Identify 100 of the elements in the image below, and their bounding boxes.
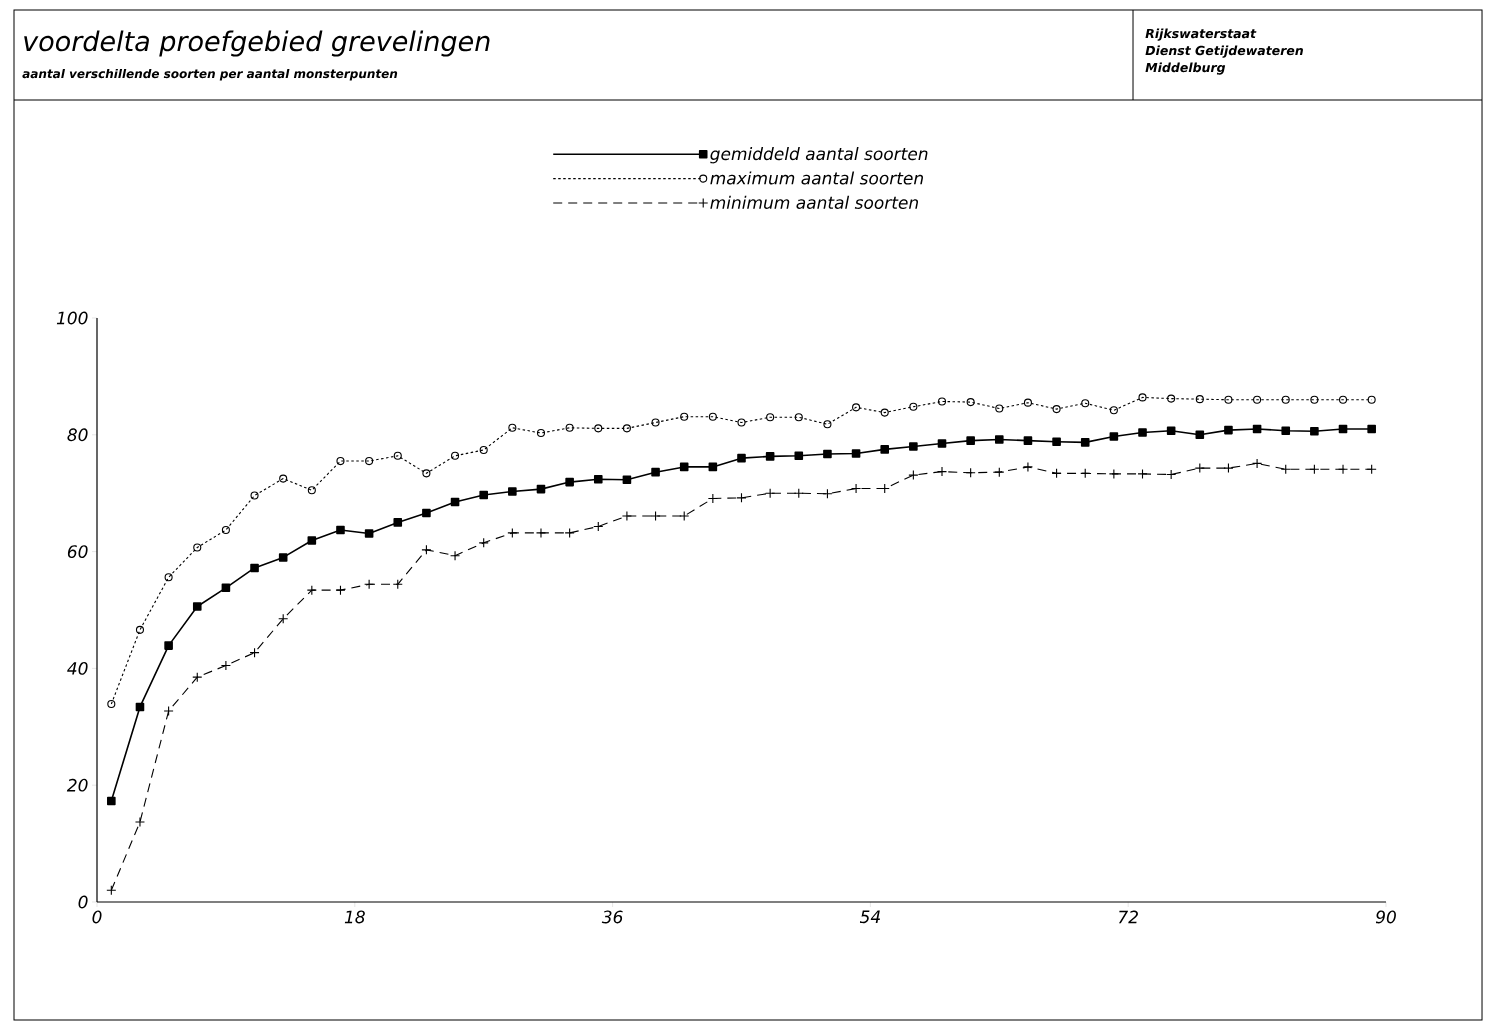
point xyxy=(1109,406,1118,415)
point xyxy=(1281,426,1291,435)
point xyxy=(851,449,861,458)
point xyxy=(1080,468,1091,479)
point xyxy=(421,544,432,555)
point xyxy=(1224,395,1233,404)
text: Rijkswaterstaat xyxy=(1145,28,1257,41)
point xyxy=(1338,395,1348,404)
point xyxy=(393,451,402,460)
point xyxy=(565,423,574,432)
point xyxy=(679,462,689,472)
point xyxy=(365,457,374,466)
point xyxy=(1080,438,1090,447)
point xyxy=(336,457,345,466)
point xyxy=(822,488,833,499)
point xyxy=(909,402,918,411)
point xyxy=(164,573,173,582)
point xyxy=(1252,458,1263,469)
point xyxy=(708,412,717,421)
point xyxy=(536,484,546,494)
point xyxy=(135,702,145,712)
point xyxy=(279,474,288,483)
point xyxy=(823,449,832,459)
y-tick-label: 40 xyxy=(67,661,88,675)
point xyxy=(909,442,918,451)
point xyxy=(336,525,345,535)
point xyxy=(564,527,575,538)
x-tick-label: 36 xyxy=(601,910,623,924)
legend-label: minimum aantal soorten xyxy=(710,195,919,209)
point xyxy=(535,527,547,538)
point xyxy=(450,497,460,507)
point xyxy=(793,488,804,499)
text: Dienst Getijdewateren xyxy=(1145,45,1303,58)
point xyxy=(593,521,604,532)
point xyxy=(852,403,861,412)
point xyxy=(392,579,403,590)
point xyxy=(936,466,948,477)
point xyxy=(364,579,375,590)
point xyxy=(707,493,718,504)
point xyxy=(965,467,976,478)
point xyxy=(393,518,403,527)
point xyxy=(1338,424,1348,434)
point xyxy=(451,451,460,460)
point xyxy=(135,625,145,634)
point xyxy=(1052,405,1061,414)
point xyxy=(593,474,603,484)
point xyxy=(737,418,746,427)
point xyxy=(508,487,517,496)
point xyxy=(422,508,431,518)
point xyxy=(134,816,146,828)
point xyxy=(1022,461,1033,472)
y-tick-label: 80 xyxy=(67,428,88,442)
point xyxy=(565,477,574,487)
point xyxy=(364,529,374,538)
point xyxy=(1023,436,1033,445)
point xyxy=(651,418,660,427)
point xyxy=(106,885,117,896)
point xyxy=(1108,468,1119,479)
point xyxy=(1223,463,1234,474)
point xyxy=(1138,393,1147,402)
point xyxy=(622,424,631,433)
point xyxy=(1166,426,1176,435)
point xyxy=(1310,426,1319,436)
point xyxy=(765,452,775,461)
point xyxy=(651,467,660,477)
point xyxy=(278,613,289,624)
y-tick-label: 60 xyxy=(67,545,88,559)
point xyxy=(508,423,517,432)
point xyxy=(966,398,975,407)
x-tick-label: 0 xyxy=(92,910,102,924)
point xyxy=(994,435,1004,444)
x-tick-label: 54 xyxy=(859,910,880,924)
chart-title: voordelta proefgebied grevelingen xyxy=(24,30,490,57)
point xyxy=(1252,424,1262,434)
point xyxy=(794,451,804,461)
point xyxy=(679,510,690,522)
point xyxy=(306,585,317,596)
point xyxy=(680,412,689,421)
point xyxy=(1310,395,1319,404)
point xyxy=(794,413,803,422)
point xyxy=(908,470,919,481)
point xyxy=(937,439,947,448)
y-tick-label: 100 xyxy=(56,311,88,325)
point xyxy=(621,510,632,522)
point xyxy=(221,525,230,535)
y-tick-label: 0 xyxy=(78,895,88,909)
point xyxy=(307,536,317,545)
point xyxy=(193,543,202,552)
legend-label: maximum aantal soorten xyxy=(710,171,923,185)
point xyxy=(107,699,116,709)
point xyxy=(1137,468,1148,479)
point xyxy=(708,462,718,472)
point xyxy=(994,467,1005,478)
point xyxy=(163,705,174,717)
point xyxy=(1194,463,1205,474)
point xyxy=(1281,395,1290,404)
point xyxy=(1337,464,1349,475)
point xyxy=(880,445,890,454)
point xyxy=(1081,399,1090,408)
x-tick-label: 72 xyxy=(1118,910,1138,924)
